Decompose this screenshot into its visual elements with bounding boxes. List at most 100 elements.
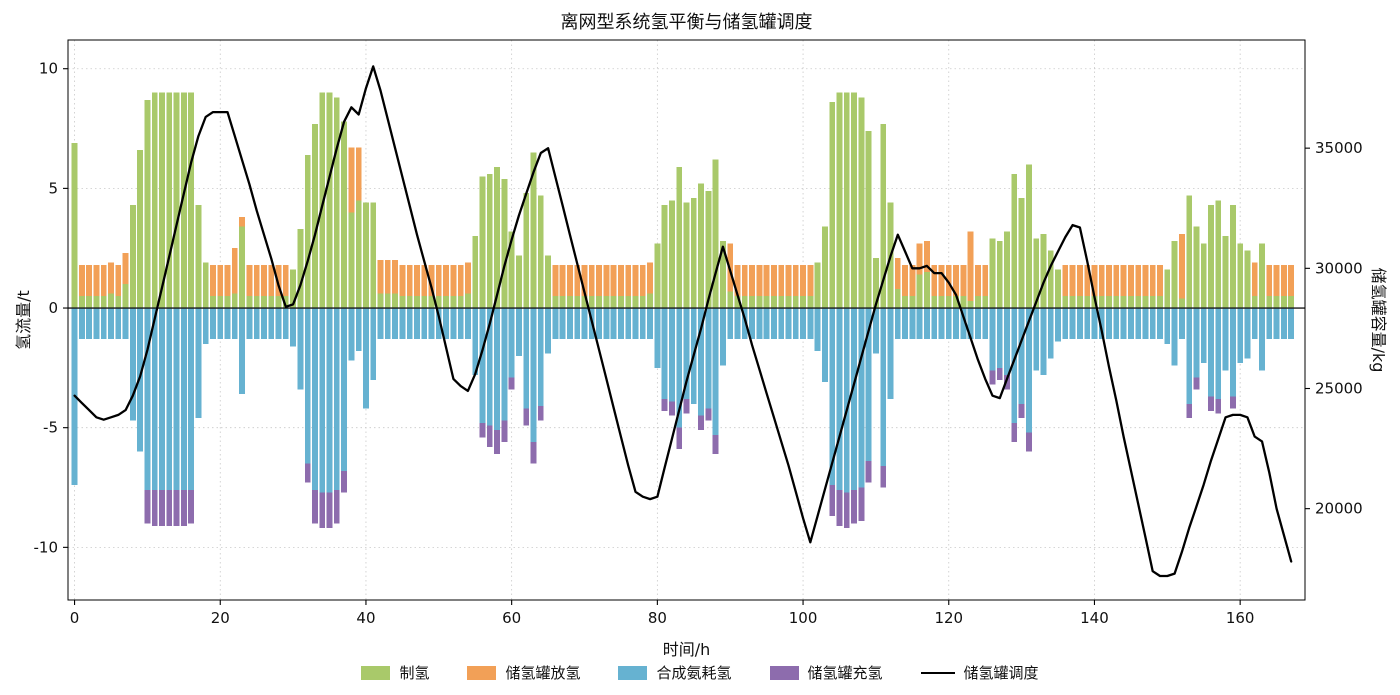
- bar-合成氨耗氢: [1142, 308, 1149, 340]
- bar-储氢罐充氢: [494, 430, 500, 455]
- bar-合成氨耗氢: [596, 308, 602, 340]
- bar-合成氨耗氢: [1273, 308, 1280, 340]
- bar-合成氨耗氢: [414, 308, 420, 340]
- bar-储氢罐充氢: [1208, 396, 1214, 411]
- bar-制氢: [639, 296, 646, 309]
- y-right-tick-label: 20000: [1315, 500, 1363, 518]
- bar-储氢罐放氢: [428, 264, 435, 297]
- bar-制氢: [108, 293, 114, 309]
- bar-合成氨耗氢: [319, 308, 326, 493]
- bar-制氢: [1266, 296, 1273, 309]
- bar-储氢罐放氢: [1069, 264, 1076, 297]
- bar-合成氨耗氢: [1149, 308, 1156, 340]
- bar-制氢: [938, 296, 945, 309]
- bar-合成氨耗氢: [603, 308, 610, 340]
- bar-制氢: [253, 296, 260, 309]
- bar-储氢罐放氢: [282, 264, 289, 297]
- bar-合成氨耗氢: [312, 308, 318, 490]
- bar-合成氨耗氢: [333, 308, 340, 490]
- bar-制氢: [1244, 250, 1251, 309]
- legend-item-合成氨耗氢: 合成氨耗氢: [618, 662, 732, 683]
- bar-合成氨耗氢: [494, 308, 500, 431]
- bar-储氢罐放氢: [1127, 264, 1134, 297]
- legend-label: 储氢罐调度: [963, 664, 1039, 682]
- bar-储氢罐充氢: [304, 463, 311, 483]
- bar-合成氨耗氢: [1106, 308, 1112, 340]
- bar-储氢罐充氢: [880, 465, 887, 488]
- bar-储氢罐充氢: [989, 370, 996, 385]
- legend-line-swatch: [920, 671, 955, 674]
- bar-储氢罐放氢: [253, 264, 260, 297]
- bar-合成氨耗氢: [727, 308, 734, 340]
- bar-储氢罐充氢: [151, 489, 158, 526]
- tank-schedule-line: [73, 65, 1293, 578]
- bar-储氢罐放氢: [1280, 264, 1287, 297]
- bar-储氢罐充氢: [829, 485, 836, 517]
- bar-储氢罐放氢: [268, 264, 275, 297]
- bar-制氢: [880, 123, 887, 309]
- legend-color-swatch: [618, 665, 648, 680]
- bar-合成氨耗氢: [996, 308, 1003, 368]
- bar-制氢: [71, 142, 78, 309]
- bar-制氢: [348, 212, 355, 309]
- bar-合成氨耗氢: [93, 308, 100, 340]
- bar-合成氨耗氢: [974, 308, 981, 340]
- bar-制氢: [865, 130, 872, 309]
- legend-label: 储氢罐放氢: [505, 664, 581, 682]
- bar-制氢: [86, 296, 93, 309]
- bar-制氢: [683, 202, 690, 309]
- bar-合成氨耗氢: [173, 308, 180, 490]
- legend: 制氢 储氢罐放氢 合成氨耗氢 储氢罐充氢 储氢罐调度: [0, 662, 1400, 683]
- x-tick-label: 160: [1226, 609, 1255, 627]
- bar-储氢罐充氢: [523, 408, 530, 426]
- bar-储氢罐充氢: [341, 470, 348, 493]
- bar-储氢罐充氢: [159, 489, 165, 526]
- bar-制氢: [457, 296, 464, 309]
- bar-合成氨耗氢: [479, 308, 486, 423]
- bar-制氢: [858, 97, 865, 309]
- bar-制氢: [399, 296, 406, 309]
- bar-合成氨耗氢: [1004, 308, 1010, 376]
- bar-制氢: [224, 296, 231, 309]
- bar-制氢: [1120, 296, 1127, 309]
- bar-制氢: [902, 296, 908, 309]
- bar-合成氨耗氢: [865, 308, 872, 462]
- bar-储氢罐放氢: [807, 264, 814, 297]
- bar-合成氨耗氢: [341, 308, 348, 471]
- bar-制氢: [1229, 205, 1236, 309]
- bar-合成氨耗氢: [472, 308, 479, 376]
- bar-合成氨耗氢: [909, 308, 916, 340]
- bar-储氢罐放氢: [982, 264, 989, 297]
- bar-制氢: [581, 296, 588, 309]
- bar-储氢罐放氢: [239, 217, 246, 227]
- bar-制氢: [479, 176, 486, 309]
- y-right-tick-label: 25000: [1315, 379, 1363, 397]
- bar-制氢: [516, 255, 522, 309]
- bar-储氢罐放氢: [115, 264, 122, 297]
- bar-制氢: [829, 102, 836, 309]
- bar-制氢: [1098, 296, 1105, 309]
- bar-合成氨耗氢: [377, 308, 384, 340]
- bar-合成氨耗氢: [115, 308, 122, 340]
- bar-储氢罐放氢: [414, 264, 420, 297]
- bar-合成氨耗氢: [625, 308, 632, 340]
- bar-制氢: [1018, 197, 1025, 309]
- bar-制氢: [822, 226, 828, 309]
- y-left-tick-label: -5: [43, 419, 58, 437]
- bar-合成氨耗氢: [902, 308, 908, 340]
- bar-储氢罐充氢: [1018, 403, 1025, 419]
- bar-合成氨耗氢: [756, 308, 763, 340]
- bar-合成氨耗氢: [836, 308, 843, 490]
- bar-制氢: [720, 241, 726, 309]
- bar-合成氨耗氢: [1076, 308, 1083, 340]
- bar-储氢罐充氢: [537, 406, 544, 421]
- bar-合成氨耗氢: [166, 308, 173, 490]
- bar-制氢: [945, 296, 952, 309]
- bar-合成氨耗氢: [224, 308, 231, 340]
- bar-储氢罐放氢: [581, 264, 588, 297]
- bar-制氢: [1157, 296, 1163, 309]
- bar-储氢罐充氢: [712, 434, 719, 455]
- bar-制氢: [428, 296, 435, 309]
- bar-储氢罐放氢: [771, 264, 777, 297]
- bar-制氢: [1040, 233, 1047, 309]
